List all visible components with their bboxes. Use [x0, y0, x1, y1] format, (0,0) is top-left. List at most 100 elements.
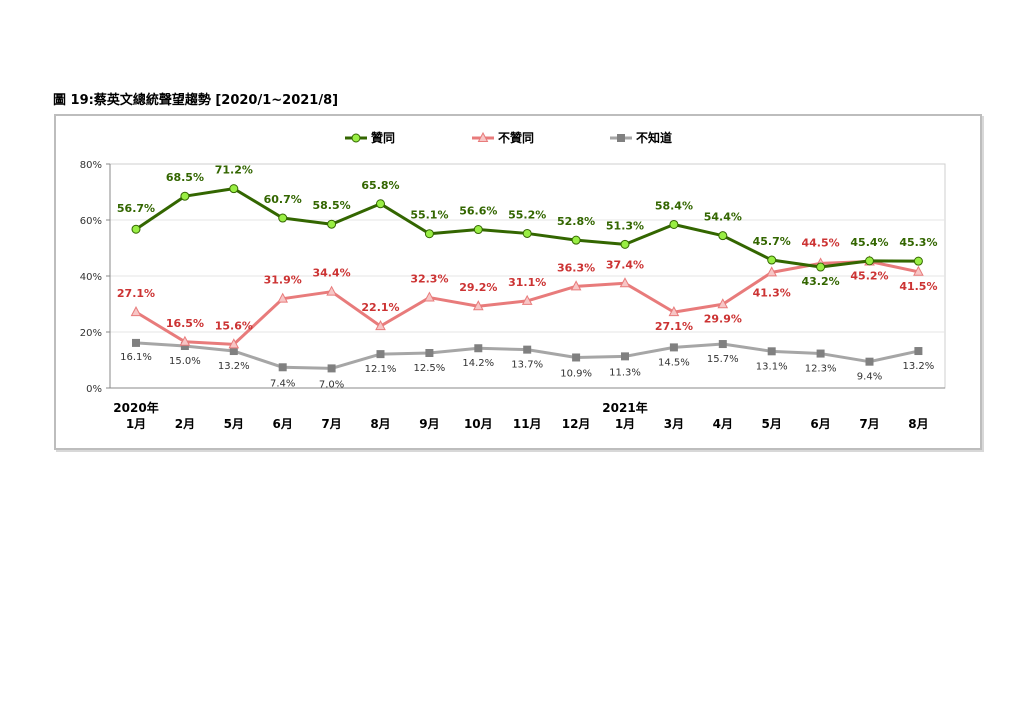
data-label-approve: 55.1% [410, 209, 448, 222]
data-point-approve [229, 184, 239, 194]
data-label-unknown: 14.5% [658, 357, 690, 368]
y-tick-label: 0% [86, 384, 102, 395]
data-label-unknown: 16.1% [120, 352, 152, 363]
x-tick-year-label: 2021年 [602, 400, 647, 415]
data-label-approve: 45.3% [899, 236, 937, 249]
legend-marker-approve [351, 133, 361, 143]
data-point-disapprove [228, 338, 240, 349]
data-point-disapprove [521, 294, 533, 305]
x-tick-label: 3月 [664, 417, 684, 431]
legend-label-disapprove: 不贊同 [498, 130, 534, 145]
x-tick-label: 4月 [713, 417, 733, 431]
data-label-unknown: 11.3% [609, 367, 641, 378]
data-point-unknown [425, 349, 434, 357]
data-label-unknown: 7.4% [270, 378, 295, 389]
x-tick-label: 8月 [908, 417, 928, 431]
data-label-approve: 51.3% [606, 219, 644, 232]
data-point-unknown [132, 338, 140, 347]
data-label-approve: 71.2% [215, 164, 253, 177]
data-label-disapprove: 45.2% [850, 269, 888, 282]
data-label-disapprove: 31.1% [508, 276, 546, 289]
data-label-approve: 54.4% [704, 211, 742, 224]
data-label-unknown: 12.1% [365, 364, 397, 375]
data-label-disapprove: 32.3% [410, 273, 448, 286]
x-tick-label: 11月 [513, 417, 542, 431]
data-label-unknown: 14.2% [462, 358, 494, 369]
data-point-disapprove [277, 292, 289, 303]
data-label-unknown: 13.7% [511, 360, 543, 371]
x-tick-label: 7月 [859, 417, 879, 431]
data-label-unknown: 15.7% [707, 354, 739, 365]
data-point-disapprove [326, 285, 337, 296]
data-point-disapprove [472, 300, 484, 311]
data-label-approve: 56.7% [117, 202, 155, 215]
data-label-disapprove: 27.1% [117, 287, 155, 300]
data-label-approve: 45.7% [753, 235, 791, 248]
data-label-disapprove: 36.3% [557, 261, 595, 274]
data-label-disapprove: 27.1% [655, 320, 693, 333]
data-point-approve [718, 231, 728, 241]
data-point-unknown [865, 357, 874, 366]
legend-label-unknown: 不知道 [636, 130, 672, 145]
data-point-approve [620, 239, 630, 249]
data-label-disapprove: 31.9% [264, 274, 302, 287]
legend-marker-unknown [617, 134, 625, 142]
data-point-unknown [767, 347, 776, 356]
x-tick-label: 5月 [224, 417, 244, 431]
data-point-unknown [523, 345, 532, 354]
data-label-unknown: 13.2% [218, 361, 250, 372]
data-point-approve [913, 256, 923, 266]
data-point-approve [669, 219, 679, 229]
x-tick-label: 1月 [126, 417, 146, 431]
data-label-approve: 58.4% [655, 199, 693, 212]
data-label-unknown: 9.4% [857, 372, 882, 383]
data-point-unknown [669, 343, 678, 352]
data-label-approve: 65.8% [361, 179, 399, 192]
y-tick-label: 60% [80, 216, 102, 227]
data-label-disapprove: 37.4% [606, 258, 644, 271]
data-label-disapprove: 29.9% [704, 312, 742, 325]
data-point-approve [131, 224, 141, 234]
data-point-disapprove [668, 306, 680, 317]
data-label-approve: 58.5% [313, 199, 351, 212]
data-label-disapprove: 22.1% [361, 301, 399, 314]
data-point-approve [865, 256, 874, 266]
data-point-approve [327, 219, 337, 229]
data-point-unknown [376, 350, 385, 359]
data-point-approve [376, 199, 385, 209]
data-label-disapprove: 41.5% [899, 280, 937, 293]
data-label-unknown: 10.9% [560, 368, 592, 379]
data-label-approve: 52.8% [557, 215, 595, 228]
data-label-disapprove: 34.4% [313, 267, 351, 280]
data-point-disapprove [179, 335, 191, 346]
data-label-disapprove: 41.3% [753, 286, 791, 299]
data-point-approve [767, 255, 777, 265]
data-point-unknown [572, 353, 581, 362]
x-tick-label: 5月 [762, 417, 782, 431]
data-label-disapprove: 16.5% [166, 317, 204, 330]
x-tick-label: 6月 [810, 417, 830, 431]
data-point-unknown [474, 344, 483, 353]
chart-frame [54, 114, 982, 450]
data-label-approve: 68.5% [166, 171, 204, 184]
data-point-approve [816, 262, 826, 272]
data-point-unknown [621, 352, 629, 361]
x-tick-label: 9月 [419, 417, 439, 431]
x-tick-label: 2月 [175, 417, 195, 431]
data-label-disapprove: 29.2% [459, 281, 497, 294]
data-point-unknown [278, 363, 287, 372]
data-point-approve [571, 235, 581, 245]
data-label-approve: 55.2% [508, 208, 546, 221]
data-point-unknown [816, 349, 825, 358]
x-tick-label: 10月 [464, 417, 493, 431]
y-tick-label: 20% [80, 328, 102, 339]
x-tick-label: 7月 [321, 417, 341, 431]
data-point-disapprove [717, 298, 729, 309]
data-label-unknown: 13.1% [756, 361, 788, 372]
data-point-disapprove [130, 306, 142, 317]
data-label-disapprove: 44.5% [802, 236, 840, 249]
data-point-approve [278, 213, 288, 223]
data-point-approve [473, 225, 483, 235]
data-label-approve: 43.2% [802, 275, 840, 288]
